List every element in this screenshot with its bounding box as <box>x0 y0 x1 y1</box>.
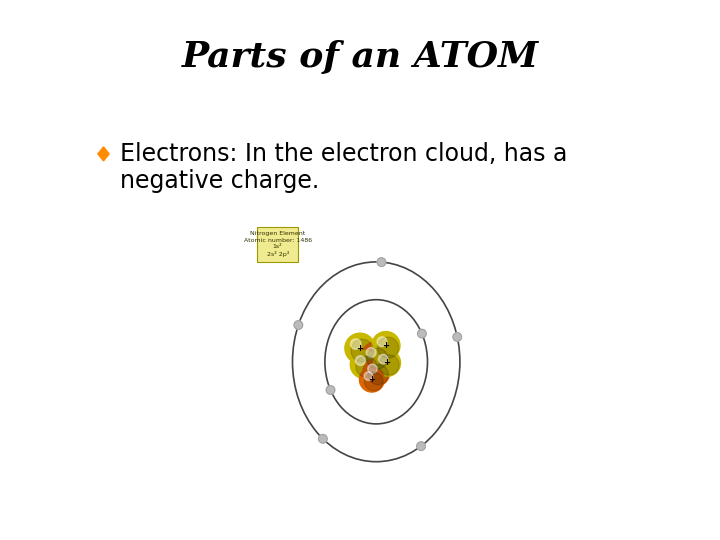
Circle shape <box>364 372 373 381</box>
Text: Nitrogen Element
Atomic number: 1486
1s²
2s² 2p³: Nitrogen Element Atomic number: 1486 1s²… <box>243 231 312 258</box>
Text: Parts of an ATOM: Parts of an ATOM <box>181 40 539 73</box>
Circle shape <box>372 332 400 360</box>
Circle shape <box>363 359 390 386</box>
Text: +: + <box>356 344 364 353</box>
Circle shape <box>361 342 390 370</box>
Circle shape <box>318 435 327 443</box>
Circle shape <box>417 442 426 450</box>
Circle shape <box>374 349 400 376</box>
Polygon shape <box>98 147 109 161</box>
Circle shape <box>418 329 426 338</box>
Circle shape <box>294 321 302 329</box>
Circle shape <box>359 367 384 392</box>
Circle shape <box>345 333 375 363</box>
FancyBboxPatch shape <box>258 227 298 262</box>
Circle shape <box>366 348 376 357</box>
Circle shape <box>379 355 399 375</box>
Circle shape <box>377 337 399 358</box>
Text: Electrons: In the electron cloud, has a: Electrons: In the electron cloud, has a <box>120 142 567 166</box>
Circle shape <box>368 364 377 374</box>
Circle shape <box>351 339 374 362</box>
Circle shape <box>453 333 462 341</box>
Circle shape <box>351 339 361 349</box>
Circle shape <box>366 348 388 369</box>
Circle shape <box>379 354 388 364</box>
Text: +: + <box>384 359 390 367</box>
Circle shape <box>377 258 386 266</box>
Circle shape <box>350 350 379 379</box>
Circle shape <box>356 356 365 366</box>
Text: negative charge.: negative charge. <box>120 169 319 193</box>
Circle shape <box>364 372 383 391</box>
Circle shape <box>368 364 388 384</box>
Circle shape <box>326 386 335 394</box>
Text: +: + <box>369 375 375 384</box>
Circle shape <box>356 356 377 377</box>
Text: +: + <box>382 341 390 350</box>
Circle shape <box>377 337 387 347</box>
